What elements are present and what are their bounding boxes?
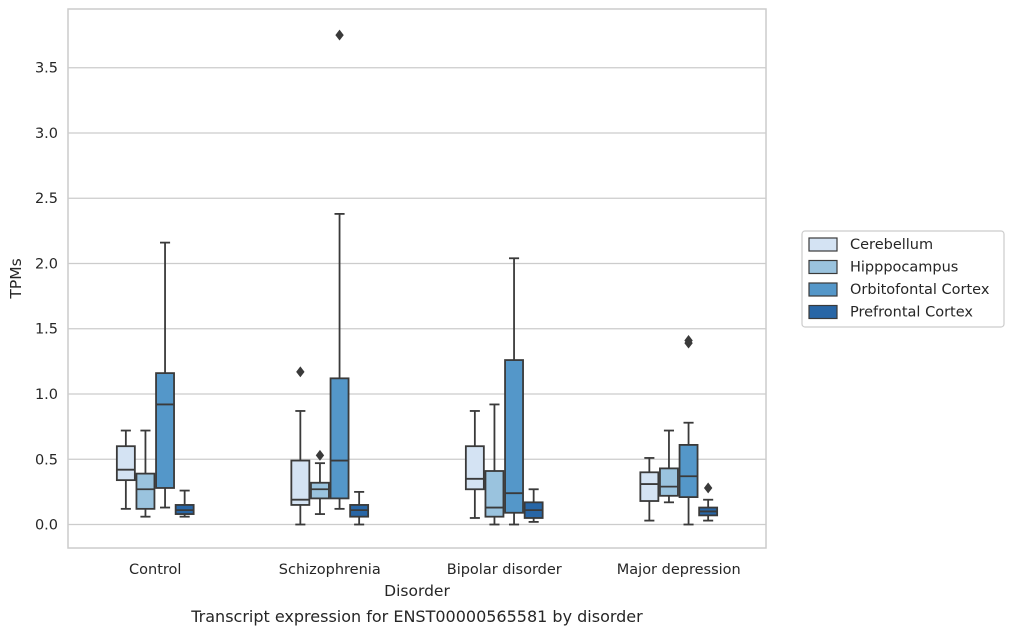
y-tick-label: 1.0 bbox=[35, 387, 58, 403]
box-iqr bbox=[678, 443, 699, 499]
y-tick-label: 0.0 bbox=[35, 518, 58, 534]
box-prefrontal-cortex-1 bbox=[174, 489, 195, 518]
plot-frame bbox=[67, 8, 767, 549]
legend-swatch bbox=[808, 237, 838, 252]
box-orbitofontal-cortex-3 bbox=[504, 257, 524, 526]
legend: Cerebellum Hipppocampus Orbitofontal Corte… bbox=[801, 230, 1005, 328]
box-hipppocampus-1 bbox=[135, 429, 156, 518]
box-iqr bbox=[135, 472, 156, 510]
outlier-point bbox=[703, 482, 713, 494]
box-iqr bbox=[484, 470, 505, 518]
legend-label: Orbitofontal Cortex bbox=[850, 282, 990, 298]
y-tick-label: 3.0 bbox=[35, 126, 58, 142]
legend-label: Hipppocampus bbox=[850, 260, 958, 276]
gridlines bbox=[68, 67, 766, 526]
box-iqr bbox=[115, 445, 136, 482]
y-axis-label: TPMs bbox=[7, 258, 25, 299]
box-iqr bbox=[155, 372, 175, 489]
box-iqr bbox=[639, 471, 660, 502]
box-orbitofontal-cortex-2 bbox=[329, 29, 350, 510]
box-hipppocampus-2 bbox=[310, 449, 330, 515]
box-orbitofontal-cortex-1 bbox=[155, 241, 175, 509]
outlier-point bbox=[296, 366, 305, 378]
box-cerebellum-2 bbox=[290, 366, 311, 526]
box-cerebellum-3 bbox=[464, 410, 485, 519]
x-tick-label: Major depression bbox=[617, 562, 741, 578]
legend-label: Prefrontal Cortex bbox=[850, 305, 973, 321]
legend-swatch bbox=[808, 282, 838, 297]
y-tick-label: 2.5 bbox=[35, 191, 58, 207]
box-iqr bbox=[329, 377, 350, 500]
box-iqr bbox=[504, 359, 524, 514]
outlier-point bbox=[335, 29, 344, 41]
outlier-point bbox=[315, 449, 325, 461]
x-tick-label: Control bbox=[129, 562, 181, 578]
box-iqr bbox=[310, 481, 330, 500]
legend-frame bbox=[801, 230, 1005, 328]
x-tick-label: Bipolar disorder bbox=[447, 562, 562, 578]
y-tick-label: 1.5 bbox=[35, 322, 58, 338]
y-tick-label: 0.5 bbox=[35, 452, 58, 468]
box-iqr bbox=[290, 459, 311, 506]
box-cerebellum-4 bbox=[639, 457, 660, 522]
outlier-point bbox=[684, 335, 693, 346]
x-tick-labels: Control Schizophrenia Bipolar disorder Majo… bbox=[129, 562, 741, 578]
x-axis-label: Disorder bbox=[384, 582, 450, 600]
chart-title: Transcript expression for ENST0000056558… bbox=[190, 607, 643, 626]
box-prefrontal-cortex-2 bbox=[349, 490, 370, 526]
box-iqr bbox=[659, 467, 679, 497]
y-tick-label: 2.0 bbox=[35, 256, 58, 272]
y-tick-label: 3.5 bbox=[35, 61, 58, 77]
x-tick-label: Schizophrenia bbox=[279, 562, 381, 578]
box-cerebellum-1 bbox=[115, 429, 136, 510]
box-groups bbox=[115, 29, 719, 526]
box-orbitofontal-cortex-4 bbox=[678, 335, 699, 526]
box-prefrontal-cortex-4 bbox=[698, 482, 719, 522]
legend-label: Cerebellum bbox=[850, 237, 933, 253]
box-hipppocampus-3 bbox=[484, 403, 505, 526]
legend-swatch bbox=[808, 304, 838, 320]
box-iqr bbox=[464, 445, 485, 491]
box-hipppocampus-4 bbox=[659, 429, 679, 504]
box-prefrontal-cortex-3 bbox=[523, 488, 544, 523]
y-tick-labels: 0.0 0.5 1.0 1.5 2.0 2.5 3.0 3.5 bbox=[35, 61, 58, 534]
legend-swatch bbox=[808, 259, 838, 275]
